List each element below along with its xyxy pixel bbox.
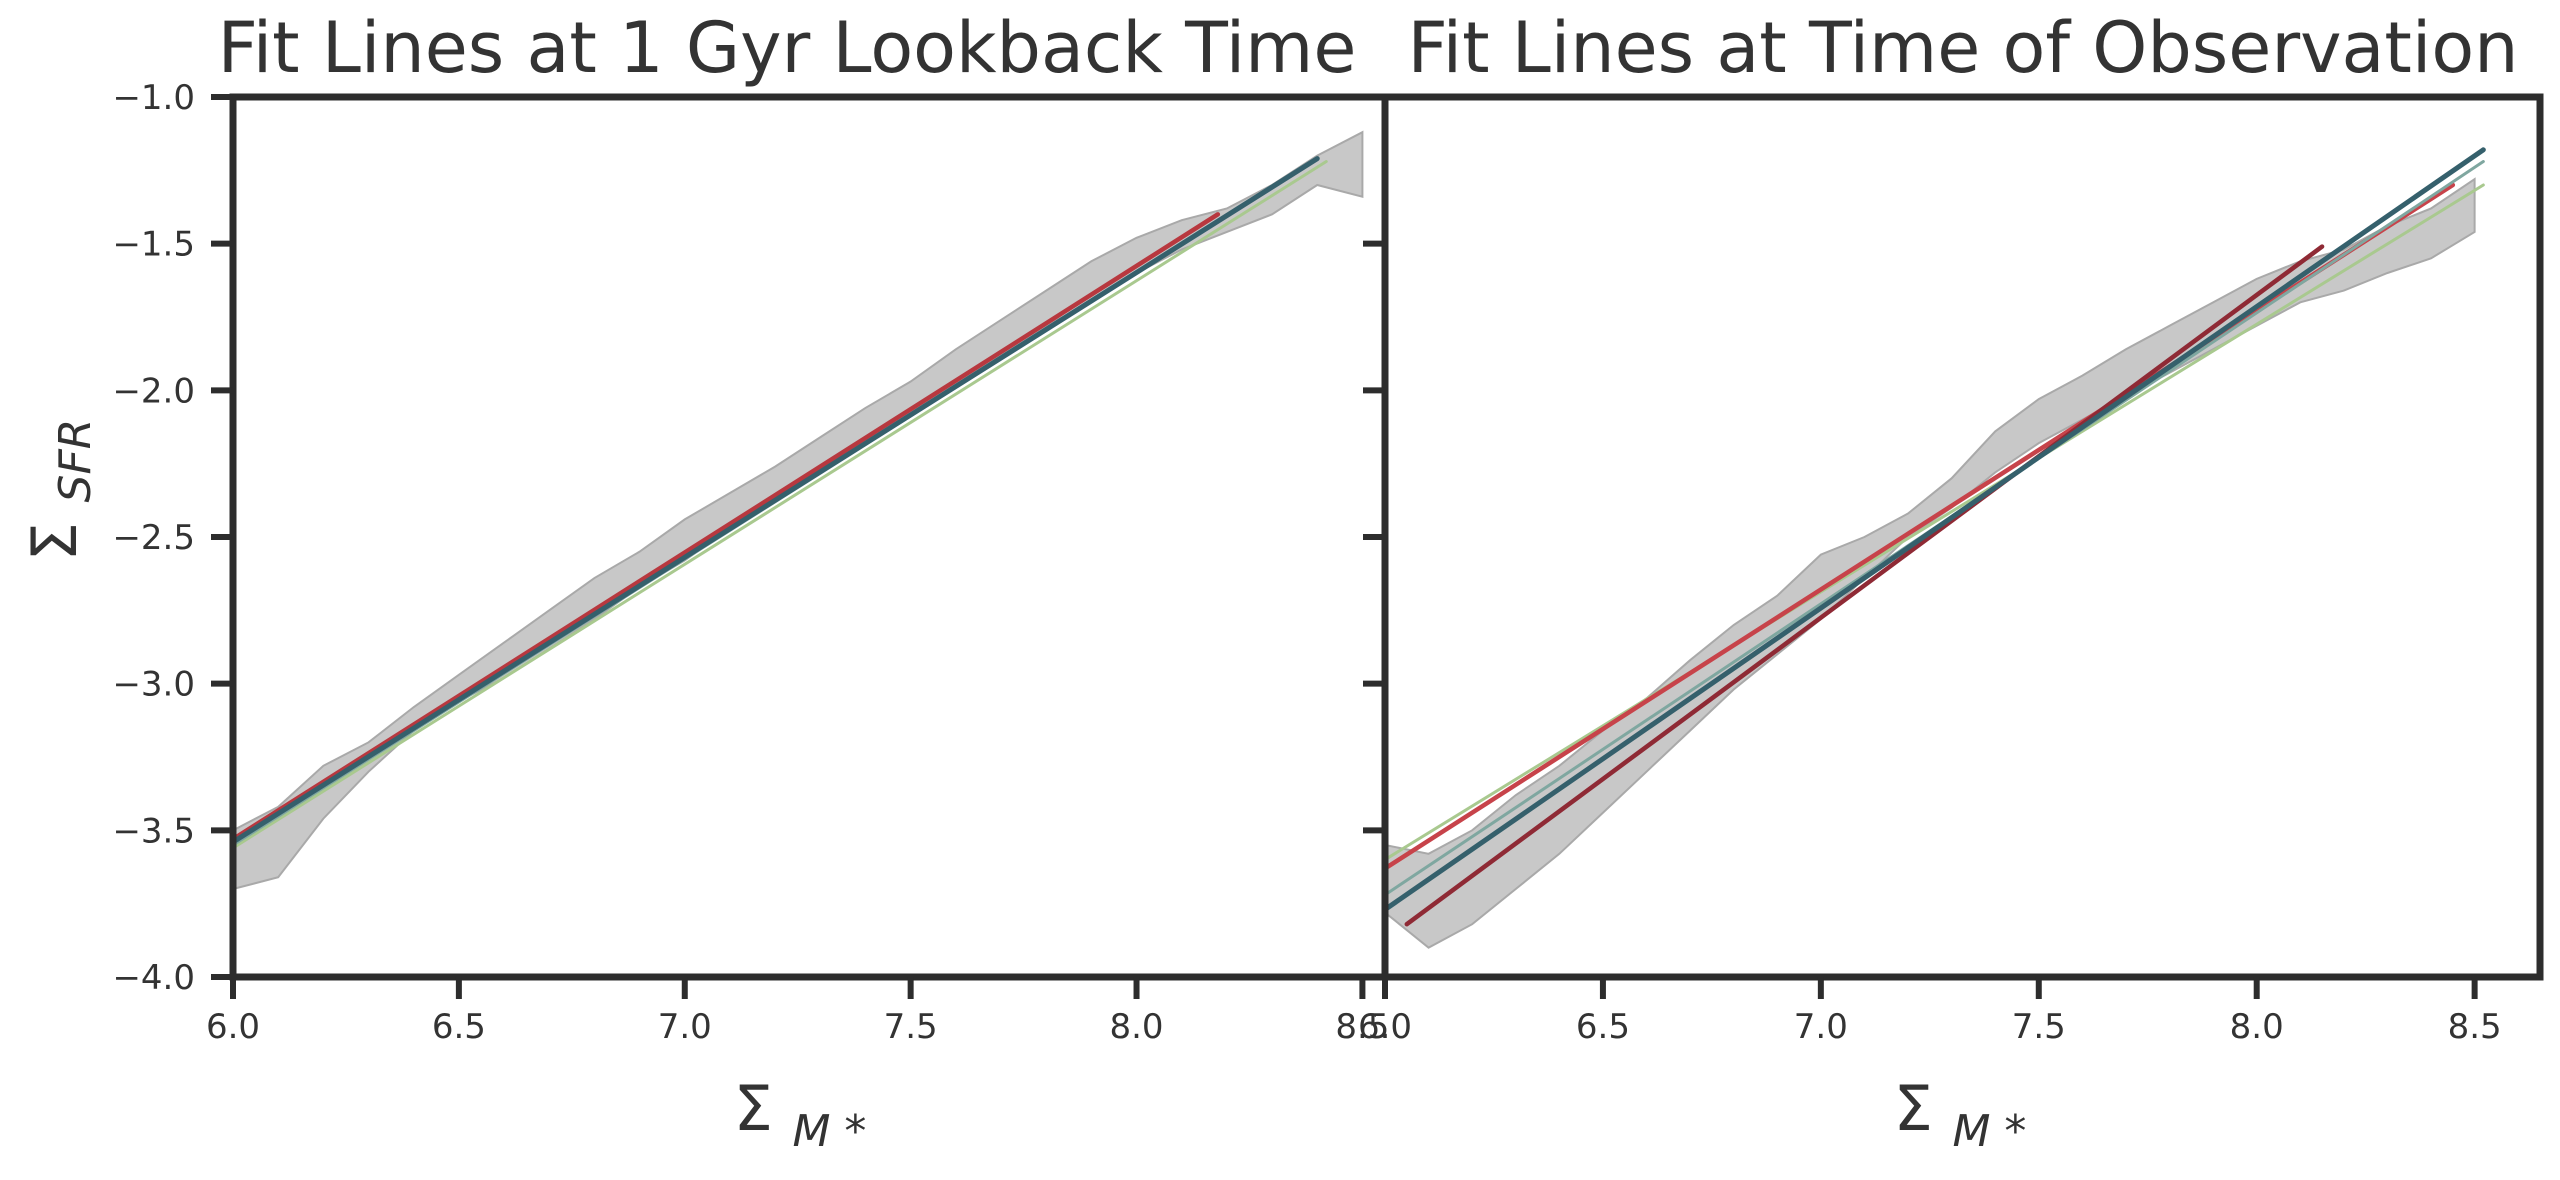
y-axis-label-subscript: SFR bbox=[50, 419, 101, 503]
y-axis-label: Σ SFR bbox=[18, 419, 101, 562]
fit-line-right-1 bbox=[1383, 183, 2485, 862]
fit-line-right-2 bbox=[1382, 182, 2456, 871]
y-tick-label-−2.0: −2.0 bbox=[112, 371, 195, 411]
fit-line-right-5 bbox=[1382, 147, 2486, 913]
panel-left-title: Fit Lines at 1 Gyr Lookback Time bbox=[218, 7, 1357, 89]
panel-right-title: Fit Lines at Time of Observation bbox=[1407, 7, 2518, 89]
x-tick-label-right-6.0: 6.0 bbox=[1358, 1007, 1412, 1047]
panel-left-plot: 6.0 6.5 7.0 7.5 8.0 8.5 −1.0 −1.5 −2.0 −2.5 −3.0 −3… bbox=[112, 78, 1389, 1047]
fit-line-left-4 bbox=[230, 156, 1320, 845]
x-tick-label-left-7.5: 7.5 bbox=[884, 1007, 938, 1047]
x-axis-label-left: Σ M * bbox=[734, 1072, 867, 1157]
y-tick-label-−2.5: −2.5 bbox=[112, 518, 195, 558]
y-tick-label-−3.5: −3.5 bbox=[112, 811, 195, 851]
x-tick-label-right-7.5: 7.5 bbox=[2012, 1007, 2066, 1047]
y-tick-label-−4.0: −4.0 bbox=[112, 958, 195, 998]
x-tick-label-right-8.0: 8.0 bbox=[2230, 1007, 2284, 1047]
x-axis-label-left-sigma: Σ bbox=[734, 1072, 773, 1145]
y-tick-label-−1.5: −1.5 bbox=[112, 225, 195, 265]
x-axis-label-right-sigma: Σ bbox=[1894, 1072, 1933, 1145]
spread-band-right bbox=[1384, 177, 2476, 949]
x-tick-label-left-8.0: 8.0 bbox=[1109, 1007, 1163, 1047]
x-tick-label-right-8.5: 8.5 bbox=[2448, 1007, 2502, 1047]
y-axis-label-sigma: Σ bbox=[18, 522, 91, 561]
x-tick-label-right-6.5: 6.5 bbox=[1576, 1007, 1630, 1047]
fit-line-left-2 bbox=[231, 160, 1328, 850]
x-tick-label-left-6.5: 6.5 bbox=[432, 1007, 486, 1047]
x-axis-label-right: Σ M * bbox=[1894, 1072, 2027, 1157]
panel-right-plot: 6.0 6.5 7.0 7.5 8.0 8.5 bbox=[1358, 93, 2544, 1047]
x-tick-label-left-8.5: 8.5 bbox=[1335, 1007, 1389, 1047]
x-tick-label-right-7.0: 7.0 bbox=[1794, 1007, 1848, 1047]
fit-line-left-1 bbox=[230, 212, 1221, 842]
x-tick-label-left-6.0: 6.0 bbox=[206, 1007, 260, 1047]
x-axis-label-right-subscript: M * bbox=[1952, 1106, 2026, 1157]
x-tick-label-left-7.0: 7.0 bbox=[658, 1007, 712, 1047]
x-axis-label-left-subscript: M * bbox=[792, 1106, 866, 1157]
y-tick-label-−3.0: −3.0 bbox=[112, 665, 195, 705]
y-tick-label-−1.0: −1.0 bbox=[112, 78, 195, 118]
fit-line-right-4 bbox=[1404, 244, 2325, 927]
